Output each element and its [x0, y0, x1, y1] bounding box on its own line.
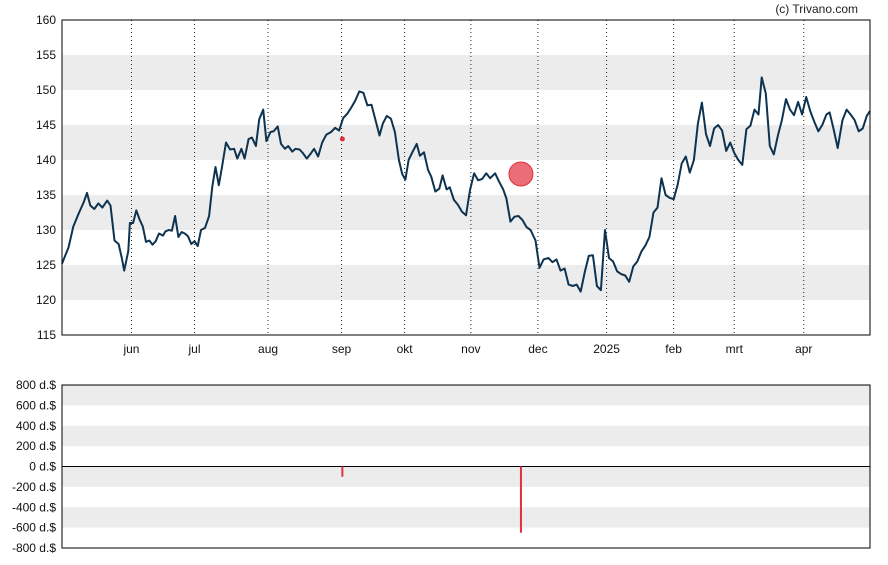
- price-y-tick-labels: 160 155 150 145 140 135 130 125 120 115: [36, 13, 56, 342]
- price-line: [61, 76, 871, 293]
- price-x-tick-labels: jun jul aug sep okt nov dec 2025 feb mrt apr: [122, 342, 812, 356]
- y-tick-label: 160: [36, 13, 56, 27]
- price-band: [62, 265, 870, 300]
- transactions-chart-bands: [62, 385, 870, 528]
- credit-label: (c) Trivano.com: [775, 2, 858, 16]
- transactions-chart-axes: [61, 384, 871, 549]
- price-chart: 160 155 150 145 140 135 130 125 120 115 jun jul aug…: [36, 13, 871, 356]
- y-tick-label: 125: [36, 258, 56, 272]
- y-tick-label: 600 d.$: [16, 398, 56, 412]
- y-tick-label: 400 d.$: [16, 419, 56, 433]
- x-tick-label: jun: [122, 342, 139, 356]
- transactions-chart: 800 d.$ 600 d.$ 400 d.$ 200 d.$ 0 d.$ -200 d.…: [12, 378, 871, 555]
- transactions-band: [62, 425, 870, 447]
- x-tick-label: feb: [665, 342, 682, 356]
- x-tick-label: nov: [461, 342, 480, 356]
- y-tick-label: -200 d.$: [12, 480, 56, 494]
- price-plot-frame: [61, 19, 871, 336]
- y-tick-label: 130: [36, 223, 56, 237]
- y-tick-label: 0 d.$: [29, 460, 56, 474]
- y-tick-label: 145: [36, 118, 56, 132]
- y-tick-label: 115: [37, 328, 56, 342]
- y-tick-label: 135: [36, 188, 56, 202]
- y-tick-label: -400 d.$: [12, 500, 56, 514]
- y-tick-label: -800 d.$: [12, 541, 56, 555]
- x-tick-label: sep: [332, 342, 352, 356]
- transactions-y-tick-labels: 800 d.$ 600 d.$ 400 d.$ 200 d.$ 0 d.$ -200 d.…: [12, 378, 56, 555]
- price-band: [62, 55, 870, 90]
- x-tick-label: mrt: [726, 342, 744, 356]
- transactions-band: [62, 385, 870, 406]
- x-tick-label: 2025: [593, 342, 620, 356]
- x-tick-label: aug: [258, 342, 278, 356]
- y-tick-label: 200 d.$: [16, 439, 56, 453]
- y-tick-label: 150: [36, 83, 56, 97]
- price-band: [62, 125, 870, 160]
- price-markers: [339, 136, 534, 187]
- x-tick-label: okt: [397, 342, 414, 356]
- price-chart-axes: [61, 19, 871, 336]
- y-tick-label: 800 d.$: [16, 378, 56, 392]
- x-tick-label: jul: [188, 342, 201, 356]
- y-tick-label: 155: [36, 48, 56, 62]
- transactions-band: [62, 466, 870, 487]
- price-line-group: [61, 76, 871, 293]
- x-tick-label: dec: [528, 342, 547, 356]
- y-tick-label: 140: [36, 153, 56, 167]
- y-tick-label: -600 d.$: [12, 521, 56, 535]
- event-marker-small: [339, 136, 345, 142]
- transaction-bars: [341, 466, 522, 533]
- transactions-band: [62, 507, 870, 528]
- price-chart-bands: [62, 55, 870, 300]
- x-tick-label: apr: [795, 342, 812, 356]
- y-tick-label: 120: [36, 293, 56, 307]
- price-chart-month-gridlines: [130, 20, 805, 335]
- transactions-plot-frame: [61, 384, 871, 549]
- event-marker-large: [508, 161, 534, 187]
